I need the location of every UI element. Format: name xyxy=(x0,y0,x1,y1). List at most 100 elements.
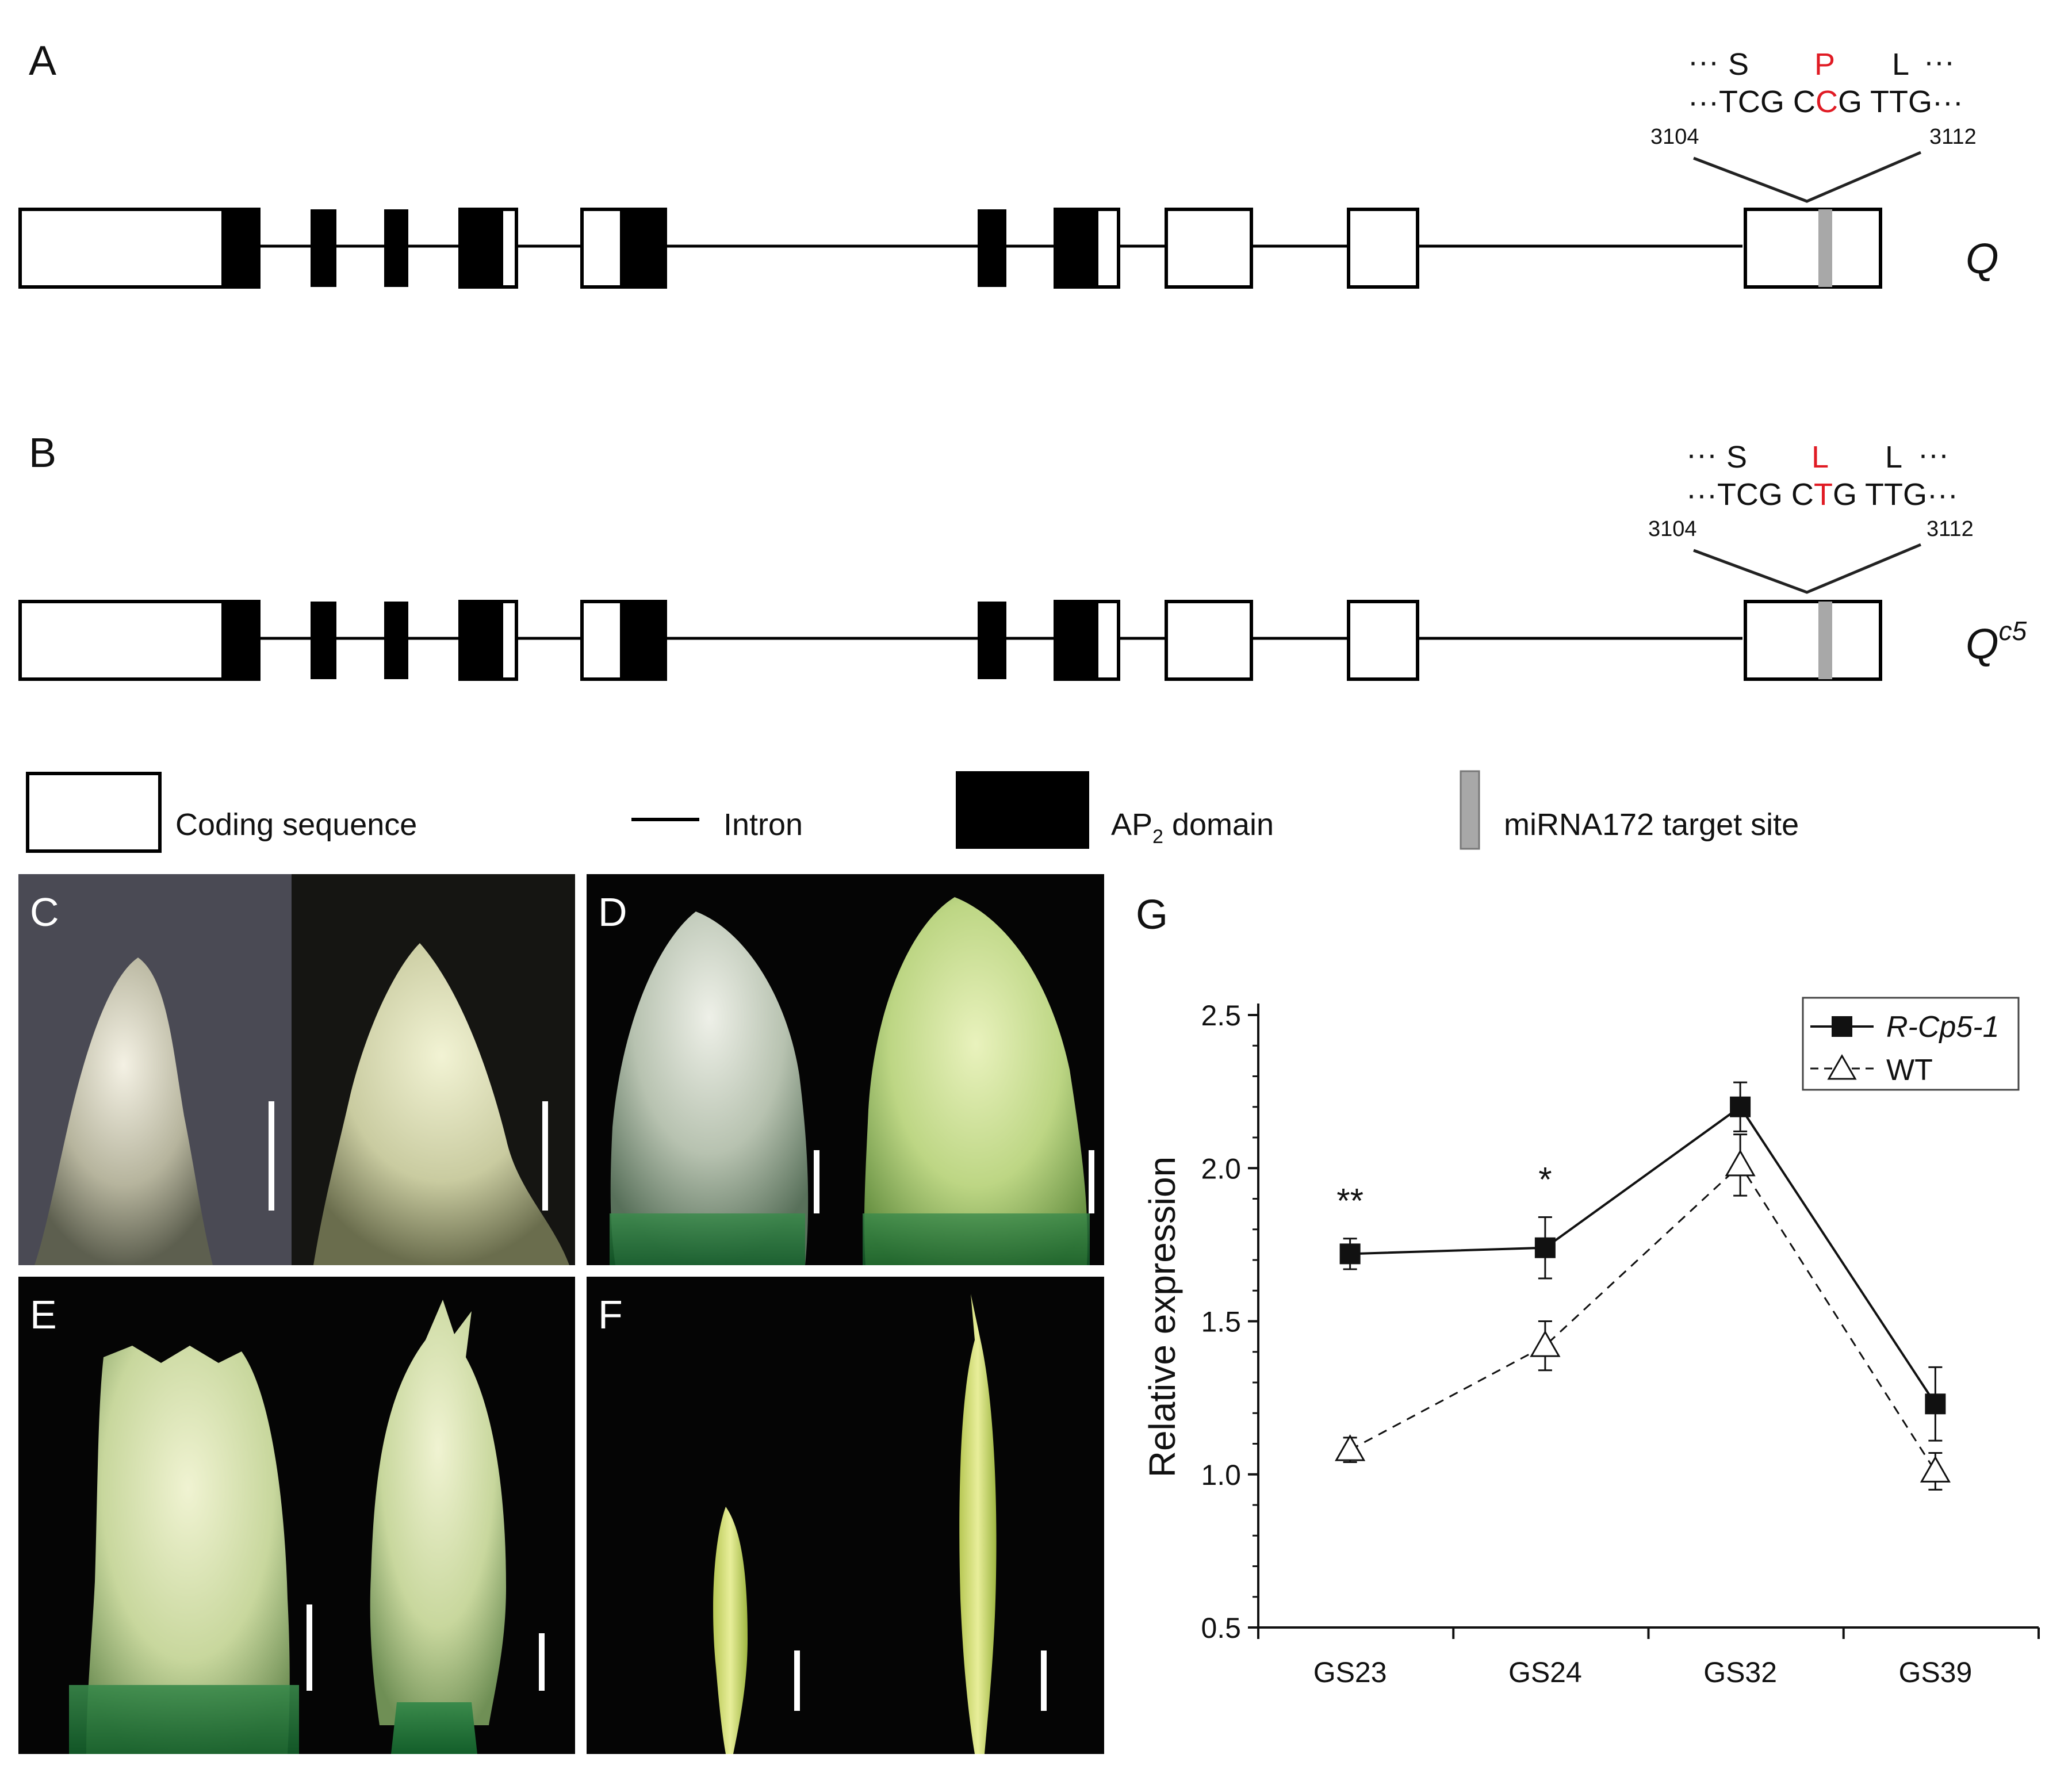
panel-b: B ··· S L L ··· ···TCG CTG TTG··· 3104 3… xyxy=(18,430,2027,681)
aa-ellipsis-left: ··· xyxy=(1686,437,1717,472)
y-tick-label: 2.5 xyxy=(1201,999,1241,1032)
panel-f-photo: F xyxy=(587,1277,1104,1754)
scale-bar xyxy=(542,1101,548,1211)
spike-e-left-base xyxy=(69,1685,299,1754)
aa-mutation: P xyxy=(1814,47,1835,82)
aa-ellipsis-left: ··· xyxy=(1688,44,1719,79)
exon-10 xyxy=(1744,600,1882,681)
gene-label: Qc5 xyxy=(1966,616,2027,668)
ap2-block xyxy=(1055,209,1098,287)
spike-e-left xyxy=(86,1346,290,1754)
gene-structure-legend: Coding sequence Intron AP2 domain miRNA1… xyxy=(26,770,1799,853)
aa-ellipsis-right: ··· xyxy=(1924,44,1955,79)
legend-intron-label: Intron xyxy=(723,807,803,842)
data-point-square xyxy=(1730,1096,1751,1117)
ap2-block xyxy=(620,602,665,679)
exon-8 xyxy=(1165,600,1253,681)
data-point-triangle xyxy=(1920,1456,1951,1483)
scale-bar xyxy=(794,1650,800,1711)
legend-coding-swatch xyxy=(26,772,162,853)
legend-series-2-marker xyxy=(1827,1054,1857,1080)
y-tick-label: 0.5 xyxy=(1201,1612,1241,1644)
spike-c-left xyxy=(35,958,213,1265)
ap2-block xyxy=(978,209,1006,287)
legend-mirna-swatch xyxy=(1460,770,1480,850)
legend-ap2-prefix: AP xyxy=(1111,807,1152,842)
panel-a-label: A xyxy=(29,38,56,84)
spike-e-right-stem xyxy=(391,1702,477,1754)
aa-serine: S xyxy=(1728,47,1749,82)
ap2-block xyxy=(384,209,408,287)
ap2-block xyxy=(1055,602,1098,679)
seq-mutation: T xyxy=(1814,477,1833,512)
position-end: 3112 xyxy=(1929,125,1977,149)
data-point-square xyxy=(1339,1243,1361,1265)
seq-mutation: C xyxy=(1816,85,1838,119)
scale-bar xyxy=(307,1604,312,1691)
spike-f-right xyxy=(959,1294,997,1754)
expression-chart: G Relative expression 0.5 1.0 1.5 2.0 2.5 GS… xyxy=(1136,892,2040,1688)
aa-ellipsis-right: ··· xyxy=(1918,437,1949,472)
x-tick-label: GS39 xyxy=(1898,1656,1972,1688)
ap2-block xyxy=(221,602,259,679)
chart-legend: R-Cp5-1 WT xyxy=(1802,997,2020,1091)
scale-bar xyxy=(1089,1150,1094,1213)
mirna172-target-site xyxy=(1818,602,1832,679)
spike-d-right xyxy=(864,897,1087,1265)
spike-c-right xyxy=(313,943,569,1265)
aa-leucine: L xyxy=(1885,440,1902,474)
gene-label: Q xyxy=(1966,235,1999,282)
legend-series-1-marker xyxy=(1832,1016,1852,1037)
ap2-block xyxy=(311,209,336,287)
legend-ap2-swatch xyxy=(956,771,1089,849)
position-end: 3112 xyxy=(1927,517,1974,541)
spike-d-base xyxy=(863,1213,1090,1265)
seq-lead: ···TCG C xyxy=(1686,477,1814,512)
aa-leucine: L xyxy=(1892,47,1909,82)
zoom-lines xyxy=(1693,151,1921,203)
significance-marker: * xyxy=(1538,1160,1552,1198)
legend-ap2-subscript: 2 xyxy=(1152,826,1163,848)
scale-bar xyxy=(1041,1650,1047,1711)
ap2-block xyxy=(460,209,503,287)
scale-bar xyxy=(814,1150,819,1213)
legend-ap2-suffix: domain xyxy=(1163,807,1274,842)
panel-b-label: B xyxy=(29,430,56,476)
x-tick-label: GS23 xyxy=(1313,1656,1387,1688)
data-point-square xyxy=(1925,1393,1946,1415)
scale-bar xyxy=(269,1101,274,1211)
exon-9 xyxy=(1347,208,1419,289)
panel-d-photo: D xyxy=(587,874,1104,1265)
aa-serine: S xyxy=(1726,440,1747,474)
x-ticks: GS23 GS24 GS32 GS39 xyxy=(1257,1627,2040,1688)
y-tick-label: 2.0 xyxy=(1201,1152,1241,1185)
mirna172-target-site xyxy=(1818,209,1832,287)
legend-series-1-label: R-Cp5-1 xyxy=(1886,1010,2000,1044)
ap2-block xyxy=(221,209,259,287)
spike-d-base xyxy=(610,1213,805,1265)
ap2-block xyxy=(460,602,503,679)
zoom-lines xyxy=(1693,543,1921,594)
seq-lead: ···TCG C xyxy=(1688,85,1816,119)
series-layer xyxy=(1335,1081,1951,1491)
y-axis-title: Relative expression xyxy=(1142,1156,1183,1478)
y-ticks: 0.5 1.0 1.5 2.0 2.5 xyxy=(1201,999,1258,1644)
x-tick-label: GS32 xyxy=(1703,1656,1777,1688)
ap2-block xyxy=(978,602,1006,679)
nucleotide-sequence: ···TCG CCG TTG··· xyxy=(1688,85,1963,119)
seq-trail: G TTG··· xyxy=(1833,477,1958,512)
scale-bar xyxy=(539,1633,545,1691)
data-point-square xyxy=(1534,1237,1556,1258)
legend-series-2-label: WT xyxy=(1886,1054,1933,1087)
data-point-triangle xyxy=(1725,1149,1756,1177)
panel-f-background xyxy=(587,1277,1104,1754)
data-point-triangle xyxy=(1335,1434,1366,1461)
significance-marker: ** xyxy=(1336,1182,1364,1220)
series-line-1 xyxy=(1350,1105,1937,1405)
y-tick-label: 1.5 xyxy=(1201,1306,1241,1338)
significance-annotations: *** xyxy=(1336,1160,1552,1220)
gene-name: Q xyxy=(1966,620,1999,668)
spike-f-left xyxy=(713,1507,748,1754)
panel-f-label: F xyxy=(598,1292,623,1337)
